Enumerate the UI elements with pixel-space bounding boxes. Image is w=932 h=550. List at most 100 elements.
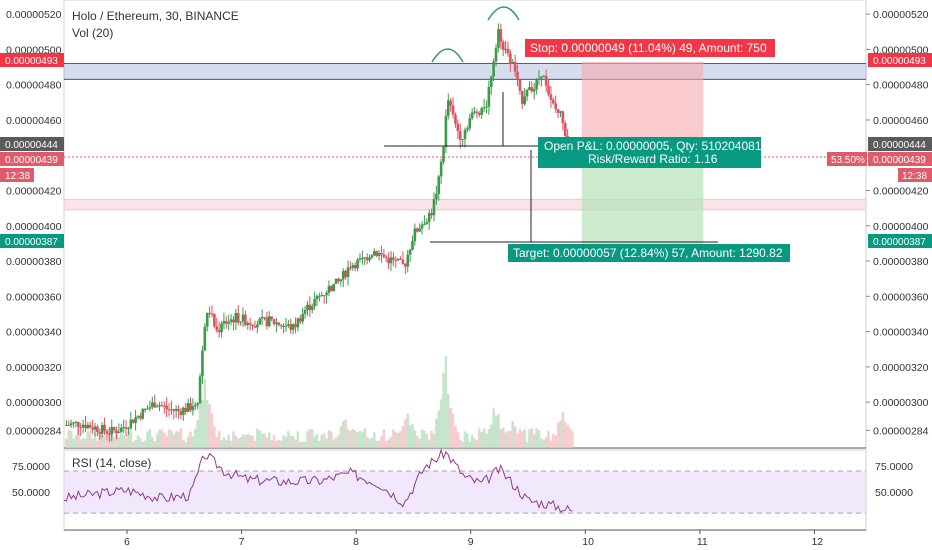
volume-bar-179 [492,408,495,448]
candle-body-73 [239,321,242,323]
volume-bar-106 [318,440,321,448]
volume-bar-99 [301,441,304,448]
volume-bar-133 [382,429,386,448]
candle-body-135 [387,257,390,264]
volume-bar-189 [516,433,519,448]
volume-bar-132 [380,436,383,448]
volume-bar-2 [69,431,73,448]
volume-bar-177 [487,429,491,448]
volume-bar-185 [506,430,510,448]
candle-body-9 [86,424,90,429]
volume-bar-200 [542,439,546,448]
candle-body-147 [415,228,419,232]
volume-bar-22 [117,436,121,448]
candle-body-15 [100,424,104,434]
candle-body-45 [172,409,176,411]
volume-bar-142 [404,419,407,448]
volume-layer [65,356,574,448]
candle-body-188 [513,62,517,72]
candle-body-199 [540,76,543,79]
candle-body-201 [544,76,548,86]
candle-body-157 [439,161,443,177]
volume-bar-187 [511,421,515,448]
volume-bar-149 [420,429,424,448]
candle-body-124 [361,257,364,259]
candle-body-112 [332,283,336,292]
volume-bar-1 [67,429,71,448]
volume-bar-20 [112,436,116,448]
right-current-tag-bg [868,152,932,166]
candle-body-140 [399,258,402,260]
candle-body-190 [518,79,522,91]
candle-body-20 [112,427,116,431]
candle-body-98 [299,318,302,322]
right-target-tag: 0.00000387 [873,237,926,248]
candle-body-75 [244,314,247,326]
candle-body-72 [236,312,240,323]
volume-bar-186 [509,430,512,448]
volume-bar-173 [478,428,481,448]
candle-body-99 [301,313,304,322]
volume-bar-199 [540,438,543,448]
candle-body-60 [208,312,211,314]
stop-label-box [525,39,775,57]
rsi-band [64,471,866,514]
volume-bar-45 [172,434,176,448]
candle-body-163 [454,114,457,124]
y-tick-left-7: 0.00000380 [6,256,62,268]
candle-body-160 [446,100,450,116]
candle-body-145 [411,241,414,250]
volume-bar-162 [451,413,455,448]
volume-bar-17 [105,440,109,448]
candle-body-47 [177,408,180,411]
volume-bar-192 [523,429,526,448]
volume-bar-15 [100,435,104,448]
candle-body-208 [561,111,565,124]
candle-body-8 [84,424,87,429]
candle-body-49 [182,407,185,415]
candle-body-111 [330,286,333,292]
candle-body-200 [542,76,546,78]
volume-bar-92 [284,436,288,448]
volume-bar-25 [124,438,128,448]
y-tick-right-0: 0.00000520 [873,9,929,21]
volume-bar-183 [501,427,505,448]
candle-body-142 [404,264,407,267]
y-tick-right-12: 0.00000284 [873,425,929,437]
candle-body-40 [160,405,164,407]
candle-body-86 [270,316,273,320]
candle-body-204 [552,99,555,104]
volume-bar-139 [396,433,400,448]
drawings-layer [384,6,718,243]
candle-body-30 [136,415,140,418]
volume-bar-212 [571,431,574,448]
volume-bar-55 [196,419,199,448]
volume-bar-121 [353,430,357,448]
volume-bar-43 [167,429,171,448]
candle-body-71 [234,312,238,323]
candle-body-170 [470,112,474,119]
volume-bar-147 [415,435,419,448]
rsi-tick-left-0: 75.0000 [12,461,50,473]
right-current-tag: 0.00000439 [873,155,926,166]
rsi-tick-right-1: 50.0000 [875,487,913,499]
volume-bar-16 [103,435,106,448]
candle-body-118 [346,267,350,278]
candle-body-21 [115,430,118,434]
volume-bar-210 [566,424,569,448]
volume-bar-167 [463,431,467,448]
candle-body-139 [396,258,400,261]
volume-bar-69 [229,440,233,448]
candle-body-180 [494,47,498,62]
volume-bar-112 [332,439,336,448]
candle-body-80 [256,324,259,328]
volume-bar-96 [294,439,297,448]
candle-body-42 [165,405,168,410]
volume-bar-172 [475,440,479,448]
candle-body-108 [322,295,326,297]
volume-bar-134 [384,441,388,448]
candle-body-110 [327,286,331,293]
candle-body-155 [435,194,438,200]
candle-body-183 [501,41,505,50]
candle-body-13 [96,426,99,433]
